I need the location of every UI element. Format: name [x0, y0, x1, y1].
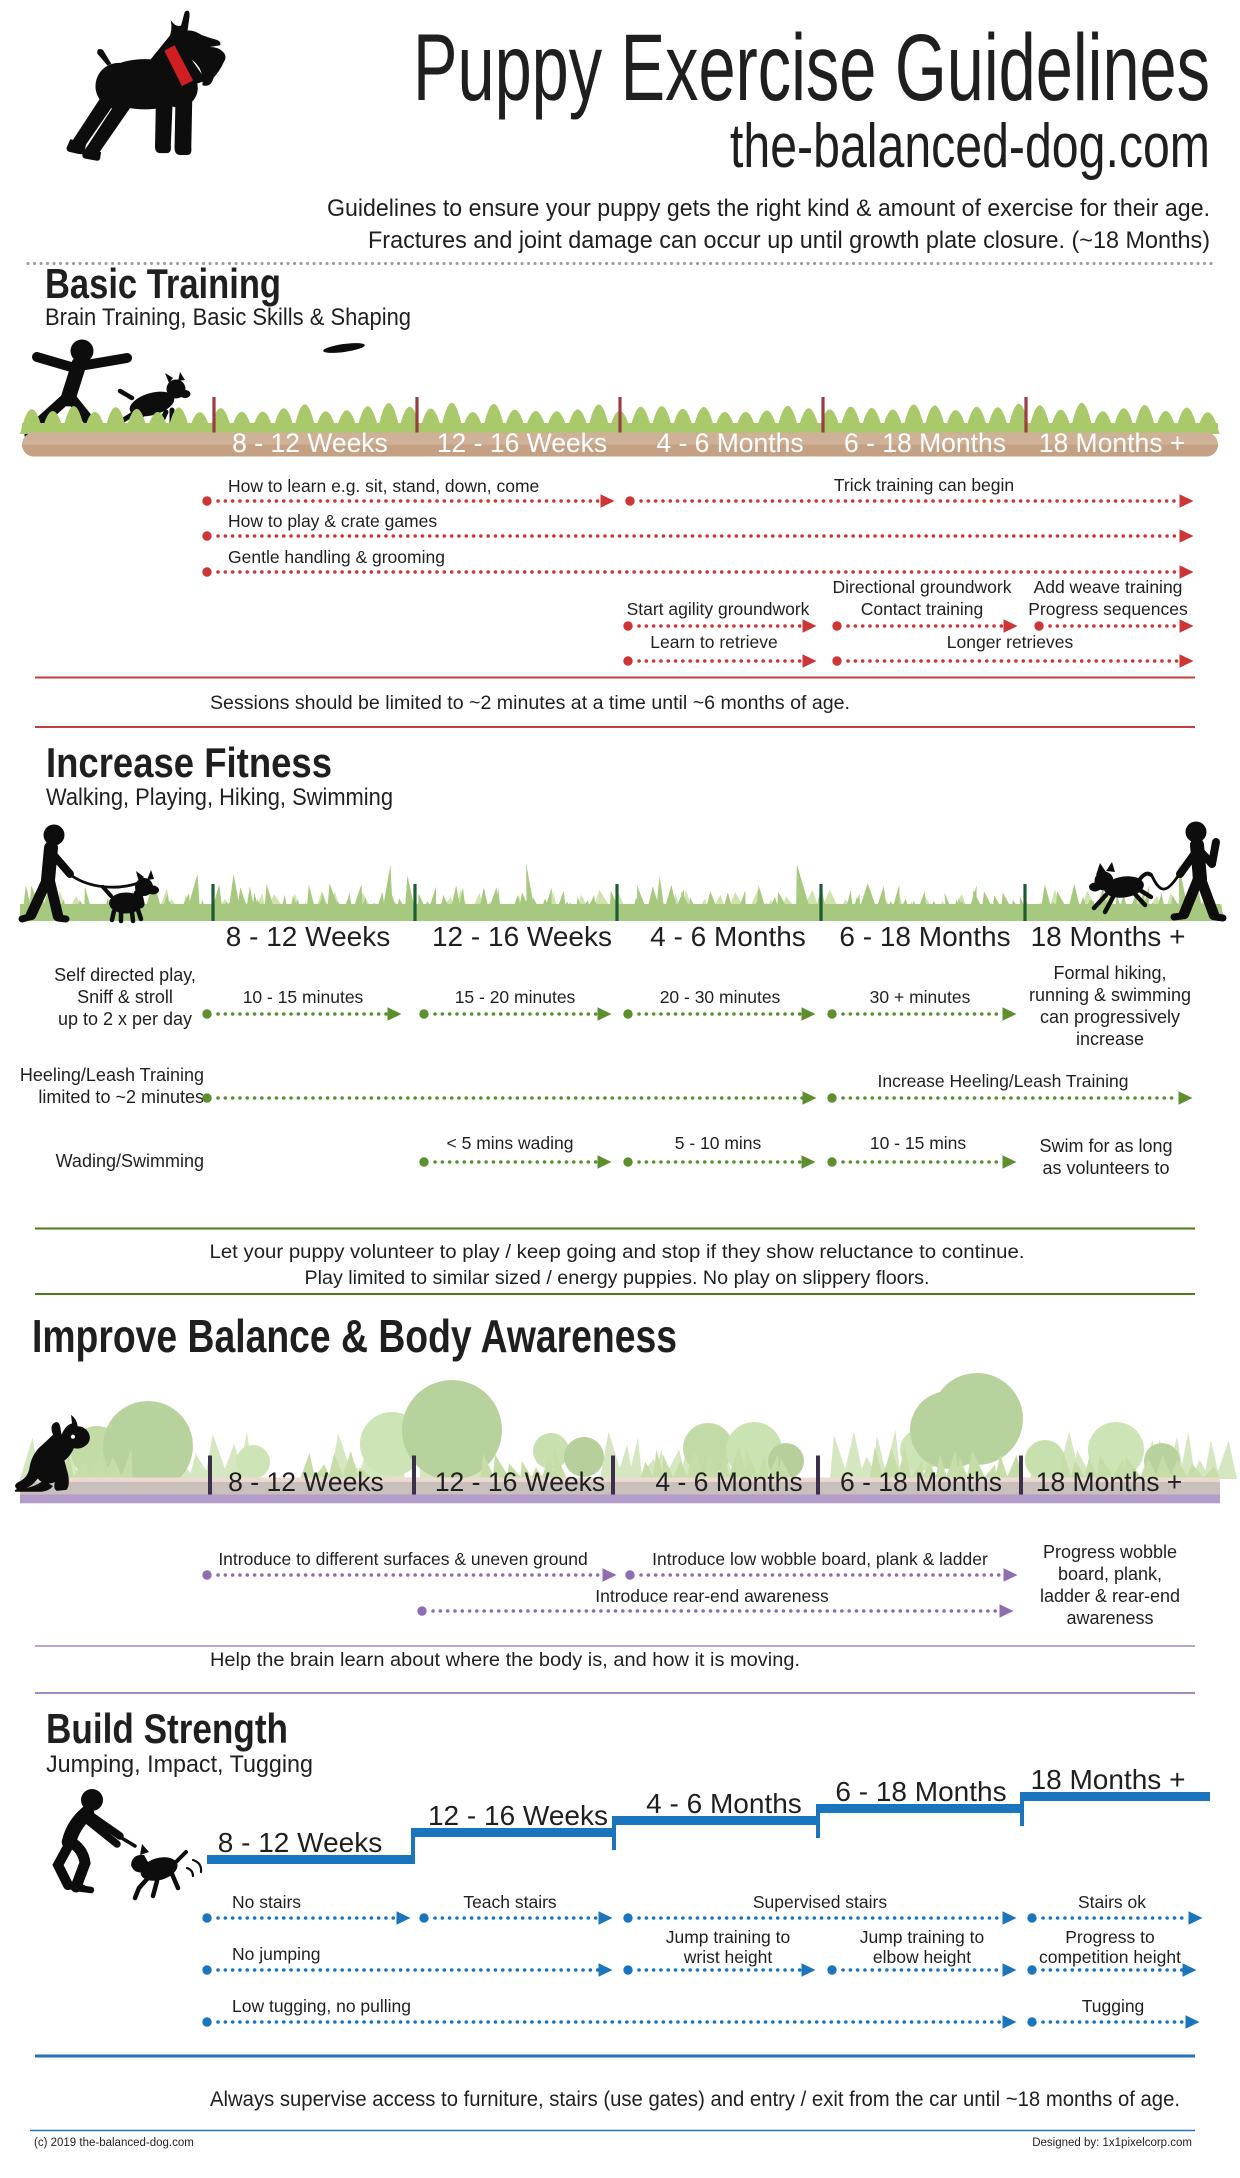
- svg-text:Play limited to similar sized: Play limited to similar sized / energy p…: [305, 1267, 930, 1289]
- svg-text:6 - 18 Months: 6 - 18 Months: [835, 1776, 1006, 1807]
- svg-text:wrist height: wrist height: [683, 1947, 773, 1967]
- svg-text:10 - 15 minutes: 10 - 15 minutes: [243, 987, 364, 1007]
- svg-text:How to play & crate games: How to play & crate games: [228, 511, 437, 531]
- svg-text:12 - 16 Weeks: 12 - 16 Weeks: [428, 1800, 608, 1831]
- svg-text:Teach stairs: Teach stairs: [463, 1892, 557, 1912]
- svg-text:Directional groundwork: Directional groundwork: [833, 577, 1012, 597]
- svg-text:Supervised stairs: Supervised stairs: [753, 1892, 887, 1912]
- svg-text:Jumping, Impact, Tugging: Jumping, Impact, Tugging: [46, 1751, 313, 1778]
- svg-text:Build Strength: Build Strength: [46, 1705, 288, 1752]
- svg-text:18 Months +: 18 Months +: [1039, 428, 1186, 458]
- svg-text:18 Months +: 18 Months +: [1036, 1467, 1183, 1497]
- svg-text:8 - 12 Weeks: 8 - 12 Weeks: [218, 1827, 382, 1858]
- svg-text:Formal hiking,: Formal hiking,: [1053, 963, 1166, 983]
- svg-text:20 - 30 minutes: 20 - 30 minutes: [660, 987, 781, 1007]
- svg-text:12 - 16 Weeks: 12 - 16 Weeks: [432, 921, 612, 952]
- svg-text:Jump training to: Jump training to: [860, 1927, 985, 1947]
- svg-text:board, plank,: board, plank,: [1058, 1564, 1162, 1584]
- svg-text:Heeling/Leash Training: Heeling/Leash Training: [20, 1065, 204, 1085]
- svg-text:limited to ~2 minutes: limited to ~2 minutes: [38, 1087, 204, 1107]
- svg-text:< 5 mins wading: < 5 mins wading: [447, 1133, 574, 1153]
- svg-text:6 - 18 Months: 6 - 18 Months: [840, 1467, 1002, 1497]
- svg-text:Learn to retrieve: Learn to retrieve: [650, 632, 777, 652]
- svg-text:awareness: awareness: [1066, 1608, 1153, 1628]
- svg-text:18 Months +: 18 Months +: [1031, 921, 1186, 952]
- svg-text:No jumping: No jumping: [232, 1944, 321, 1964]
- svg-text:Self directed play,: Self directed play,: [54, 965, 196, 985]
- svg-text:Contact training: Contact training: [861, 599, 984, 619]
- svg-text:Help the brain learn about whe: Help the brain learn about where the bod…: [210, 1649, 800, 1671]
- svg-text:Guidelines to ensure your pupp: Guidelines to ensure your puppy gets the…: [327, 195, 1210, 222]
- svg-text:the-balanced-dog.com: the-balanced-dog.com: [730, 112, 1210, 181]
- svg-text:6 - 18 Months: 6 - 18 Months: [844, 428, 1006, 458]
- svg-text:Gentle handling & grooming: Gentle handling & grooming: [228, 547, 445, 567]
- svg-text:Sessions should be limited to: Sessions should be limited to ~2 minutes…: [210, 692, 850, 714]
- svg-text:Let your puppy volunteer to pl: Let your puppy volunteer to play / keep …: [210, 1241, 1025, 1263]
- svg-text:18 Months +: 18 Months +: [1031, 1764, 1186, 1795]
- svg-text:Sniff & stroll: Sniff & stroll: [77, 987, 173, 1007]
- svg-text:15 - 20 minutes: 15 - 20 minutes: [455, 987, 576, 1007]
- svg-text:Puppy Exercise Guidelines: Puppy Exercise Guidelines: [413, 15, 1210, 121]
- svg-text:No stairs: No stairs: [232, 1892, 301, 1912]
- svg-text:Progress to: Progress to: [1065, 1927, 1154, 1947]
- svg-text:as volunteers to: as volunteers to: [1042, 1158, 1169, 1178]
- svg-text:elbow height: elbow height: [873, 1947, 971, 1967]
- svg-text:10 - 15 mins: 10 - 15 mins: [870, 1133, 967, 1153]
- svg-text:Wading/Swimming: Wading/Swimming: [56, 1151, 204, 1171]
- svg-text:Introduce to different surface: Introduce to different surfaces & uneven…: [218, 1549, 587, 1569]
- svg-text:Stairs ok: Stairs ok: [1078, 1892, 1146, 1912]
- svg-text:Introduce rear-end awareness: Introduce rear-end awareness: [595, 1586, 829, 1606]
- svg-text:increase: increase: [1076, 1029, 1144, 1049]
- svg-text:up to 2 x per day: up to 2 x per day: [58, 1009, 192, 1029]
- svg-text:Improve Balance & Body Awarene: Improve Balance & Body Awareness: [32, 1310, 677, 1362]
- svg-text:How to learn e.g. sit, stand,: How to learn e.g. sit, stand, down, come: [228, 476, 539, 496]
- svg-text:4 - 6 Months: 4 - 6 Months: [655, 1467, 802, 1497]
- svg-text:Start agility groundwork: Start agility groundwork: [627, 599, 810, 619]
- svg-text:Walking, Playing, Hiking, Swim: Walking, Playing, Hiking, Swimming: [46, 784, 393, 811]
- svg-text:(c) 2019 the-balanced-dog.com: (c) 2019 the-balanced-dog.com: [34, 2137, 194, 2149]
- svg-text:4 - 6 Months: 4 - 6 Months: [656, 428, 803, 458]
- svg-text:Introduce low wobble board, pl: Introduce low wobble board, plank & ladd…: [652, 1549, 988, 1569]
- svg-text:30 + minutes: 30 + minutes: [870, 987, 971, 1007]
- svg-text:12 - 16 Weeks: 12 - 16 Weeks: [437, 428, 607, 458]
- svg-text:ladder & rear-end: ladder & rear-end: [1040, 1586, 1180, 1606]
- svg-text:Increase Fitness: Increase Fitness: [46, 739, 332, 786]
- svg-text:Always supervise access to fur: Always supervise access to furniture, st…: [210, 2088, 1180, 2111]
- svg-text:Longer retrieves: Longer retrieves: [947, 632, 1074, 652]
- svg-text:running & swimming: running & swimming: [1029, 985, 1191, 1005]
- svg-text:competition height: competition height: [1039, 1947, 1181, 1967]
- svg-text:Progress wobble: Progress wobble: [1043, 1542, 1177, 1562]
- svg-text:5 - 10 mins: 5 - 10 mins: [675, 1133, 762, 1153]
- svg-text:Progress sequences: Progress sequences: [1028, 599, 1188, 619]
- svg-text:can progressively: can progressively: [1040, 1007, 1180, 1027]
- svg-text:12 - 16 Weeks: 12 - 16 Weeks: [435, 1467, 605, 1497]
- svg-text:Designed by: 1x1pixelcorp.com: Designed by: 1x1pixelcorp.com: [1032, 2137, 1192, 2149]
- svg-text:4 - 6 Months: 4 - 6 Months: [650, 921, 806, 952]
- svg-text:8 - 12 Weeks: 8 - 12 Weeks: [228, 1467, 384, 1497]
- svg-text:Add weave training: Add weave training: [1034, 577, 1183, 597]
- svg-text:Increase Heeling/Leash Trainin: Increase Heeling/Leash Training: [878, 1071, 1129, 1091]
- svg-text:Basic Training: Basic Training: [45, 260, 281, 307]
- svg-text:Trick training can begin: Trick training can begin: [834, 475, 1014, 495]
- svg-text:8 - 12 Weeks: 8 - 12 Weeks: [232, 428, 388, 458]
- svg-text:Tugging: Tugging: [1082, 1996, 1145, 2016]
- svg-text:Swim for as long: Swim for as long: [1039, 1136, 1172, 1156]
- svg-text:4 - 6 Months: 4 - 6 Months: [646, 1788, 802, 1819]
- svg-text:8 - 12 Weeks: 8 - 12 Weeks: [226, 921, 390, 952]
- svg-text:Fractures and joint damage can: Fractures and joint damage can occur up …: [368, 227, 1210, 254]
- svg-text:6 - 18 Months: 6 - 18 Months: [839, 921, 1010, 952]
- svg-text:Jump training to: Jump training to: [666, 1927, 791, 1947]
- svg-text:Brain Training, Basic Skills &: Brain Training, Basic Skills & Shaping: [45, 304, 411, 331]
- svg-text:Low tugging, no pulling: Low tugging, no pulling: [232, 1996, 411, 2016]
